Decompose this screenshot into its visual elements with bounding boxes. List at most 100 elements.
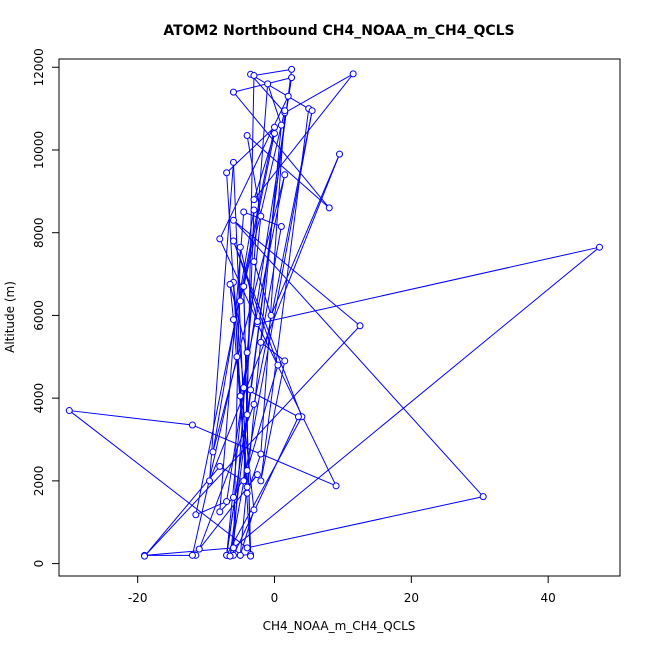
data-point: [281, 107, 289, 115]
data-point: [236, 551, 244, 559]
data-point: [141, 552, 149, 560]
data-point: [264, 80, 272, 88]
data-point: [226, 280, 234, 288]
data-point: [325, 204, 333, 212]
series-segment: [232, 240, 303, 417]
data-point: [195, 545, 203, 553]
x-tick-label: -20: [128, 591, 148, 605]
data-point: [229, 316, 237, 324]
data-point: [257, 450, 265, 458]
y-tick-label: 2000: [32, 466, 46, 497]
data-point: [250, 206, 258, 214]
data-point: [479, 493, 487, 501]
series-segment: [250, 73, 286, 114]
data-point: [294, 413, 302, 421]
data-point: [336, 150, 343, 158]
y-tick-label: 8000: [32, 217, 46, 248]
x-axis-label: CH4_NOAA_m_CH4_QCLS: [263, 619, 416, 633]
series-segment: [267, 83, 282, 126]
series-segment: [253, 68, 292, 77]
series-segment: [229, 284, 248, 353]
data-point: [216, 508, 224, 516]
data-point: [257, 212, 265, 220]
x-tick-label: 0: [271, 591, 279, 605]
data-point: [243, 411, 251, 419]
data-point: [229, 544, 237, 552]
data-point: [188, 421, 196, 429]
data-point: [257, 477, 265, 485]
series-segment: [247, 496, 484, 549]
data-point: [288, 65, 296, 73]
data-point: [247, 552, 255, 560]
series-segment: [209, 162, 234, 481]
data-point: [250, 72, 258, 80]
data-point: [236, 297, 244, 305]
data-point: [277, 223, 285, 231]
series-segment: [219, 238, 258, 322]
chart-title: ATOM2 Northbound CH4_NOAA_m_CH4_QCLS: [163, 23, 514, 39]
data-point: [65, 407, 73, 415]
data-point: [281, 171, 289, 179]
series-segment: [144, 325, 361, 557]
data-point: [236, 243, 244, 251]
data-point: [271, 129, 279, 137]
series-segment: [239, 509, 255, 556]
data-point: [223, 169, 231, 177]
series-segment: [260, 360, 286, 481]
series-segment: [253, 73, 354, 200]
data-point: [233, 353, 241, 361]
data-point: [243, 489, 251, 497]
series-segment: [260, 226, 282, 343]
data-point: [308, 107, 316, 115]
series-segment: [253, 133, 275, 200]
data-point: [229, 158, 237, 166]
data-point: [274, 361, 282, 369]
data-point: [247, 386, 255, 394]
series-segment: [246, 364, 279, 471]
y-axis: 0 2000 4000 6000 8000 10000 12000: [32, 48, 60, 567]
data-point: [332, 482, 340, 490]
data-point: [288, 74, 296, 82]
series-segment: [246, 135, 330, 209]
series-segment: [239, 110, 286, 302]
data-point: [271, 123, 279, 131]
series-segment: [260, 110, 286, 455]
data-point: [595, 243, 603, 251]
data-point: [216, 462, 224, 470]
series-segment: [243, 387, 299, 418]
series-segment: [253, 83, 269, 262]
series-segment: [250, 73, 309, 110]
series-segment: [243, 211, 282, 227]
series-segment: [239, 247, 258, 322]
series-segment: [191, 356, 238, 556]
series-segment: [253, 110, 313, 405]
data-point: [284, 92, 292, 100]
data-point: [229, 493, 237, 501]
data-point: [349, 70, 357, 78]
series-segment: [144, 547, 234, 556]
series-segment: [219, 96, 289, 240]
data-point: [243, 349, 251, 357]
series-segment: [246, 75, 255, 415]
series-line-layer: [68, 68, 600, 557]
series-segment: [229, 284, 234, 320]
data-point: [243, 544, 251, 552]
data-point: [229, 237, 237, 245]
x-axis: -20 0 20 40: [128, 575, 556, 605]
data-point: [356, 322, 364, 330]
data-point: [250, 196, 258, 204]
x-tick-label: 40: [541, 591, 556, 605]
series-segment: [253, 261, 272, 316]
data-point: [226, 552, 234, 560]
data-point: [250, 258, 258, 266]
data-point: [277, 121, 285, 129]
series-segment: [233, 219, 484, 497]
series-segment: [257, 246, 600, 325]
data-point: [250, 400, 258, 408]
data-point: [281, 357, 289, 365]
y-tick-label: 6000: [32, 300, 46, 331]
data-point: [192, 511, 200, 519]
series-segment: [284, 73, 354, 114]
data-point: [250, 506, 258, 514]
data-point: [240, 282, 248, 290]
